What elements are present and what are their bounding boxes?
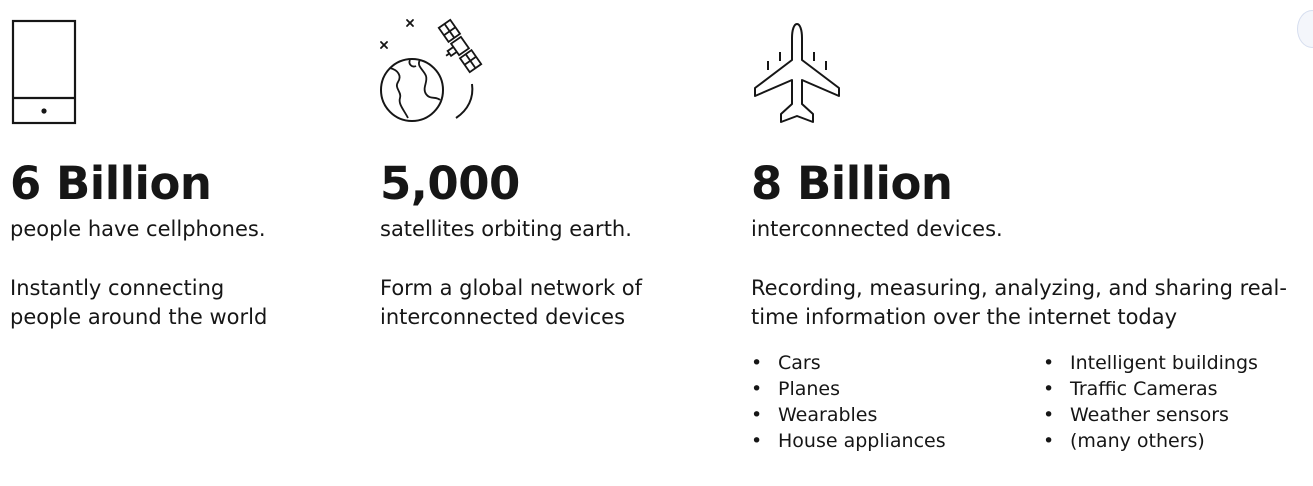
description-line: time information over the internet today [751,305,1178,329]
description-line: interconnected devices [380,305,626,329]
stat-subtitle: people have cellphones. [10,217,266,241]
description-line: Instantly connecting [10,276,225,300]
description-line: Form a global network of [380,276,643,300]
list-item: Wearables [751,402,946,428]
stat-description: Instantly connecting people around the w… [10,274,267,332]
device-list-left: Cars Planes Wearables House appliances [751,350,946,454]
airplane-icon [751,18,843,126]
stat-description: Recording, measuring, analyzing, and sha… [751,274,1287,332]
stat-value: 8 Billion [751,157,953,210]
list-item: (many others) [1043,428,1258,454]
list-item: Planes [751,376,946,402]
list-item: Weather sensors [1043,402,1258,428]
stat-value: 6 Billion [10,157,212,210]
mobile-phone-icon [10,18,80,128]
edge-badge [1297,10,1313,48]
stat-description: Form a global network of interconnected … [380,274,642,332]
stat-subtitle: interconnected devices. [751,217,1003,241]
satellite-earth-icon [380,18,490,128]
description-line: Recording, measuring, analyzing, and sha… [751,276,1287,300]
device-list-right: Intelligent buildings Traffic Cameras We… [1043,350,1258,454]
stat-value: 5,000 [380,157,520,210]
list-item: Traffic Cameras [1043,376,1258,402]
list-item: Intelligent buildings [1043,350,1258,376]
stat-subtitle: satellites orbiting earth. [380,217,632,241]
description-line: people around the world [10,305,268,329]
list-item: Cars [751,350,946,376]
list-item: House appliances [751,428,946,454]
